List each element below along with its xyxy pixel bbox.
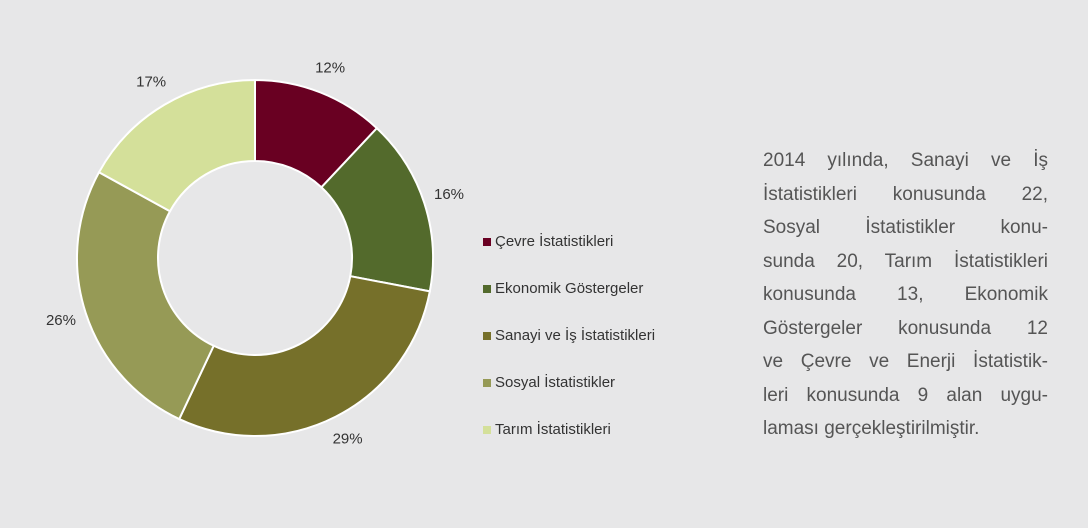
value-label: 29% xyxy=(333,431,363,448)
legend-swatch xyxy=(483,426,491,434)
value-label: 16% xyxy=(434,186,464,203)
legend-label: Ekonomik Göstergeler xyxy=(495,280,643,297)
slice xyxy=(319,126,434,293)
paragraph-line: sunda 20, Tarım İstatistikleri xyxy=(763,250,1048,272)
paragraph-line: ve Çevre ve Enerji İstatistik- xyxy=(763,351,1048,372)
legend-label: Tarım İstatistikleri xyxy=(495,420,611,438)
legend-swatch xyxy=(483,332,491,340)
paragraph-line: Göstergeler konusunda 12 xyxy=(763,317,1048,339)
legend-label: Sosyal İstatistikler xyxy=(495,373,615,391)
paragraph-line: Sosyal İstatistikler konu- xyxy=(763,217,1048,238)
slice xyxy=(97,78,256,213)
paragraph-line: konusunda 13, Ekonomik xyxy=(763,284,1048,305)
legend-swatch xyxy=(483,285,491,293)
legend-swatch xyxy=(483,379,491,387)
paragraph-line: leri konusunda 9 alan uygu- xyxy=(763,384,1048,406)
legend-swatch xyxy=(483,238,491,246)
slice xyxy=(76,170,216,421)
paragraph-line: 2014 yılında, Sanayi ve İş xyxy=(763,150,1048,171)
legend-label: Çevre İstatistikleri xyxy=(495,232,613,250)
value-label: 26% xyxy=(46,312,76,329)
paragraph-line: İstatistikleri konusunda 22, xyxy=(763,183,1048,205)
value-label: 12% xyxy=(315,59,345,76)
legend-label: Sanayi ve İş İstatistikleri xyxy=(495,326,655,344)
paragraph: 2014 yılında, Sanayi ve İş İstatistikleri… xyxy=(763,144,1048,446)
value-label: 17% xyxy=(136,73,166,90)
slice xyxy=(177,275,432,437)
paragraph-line: laması gerçekleştirilmiştir. xyxy=(763,418,980,439)
